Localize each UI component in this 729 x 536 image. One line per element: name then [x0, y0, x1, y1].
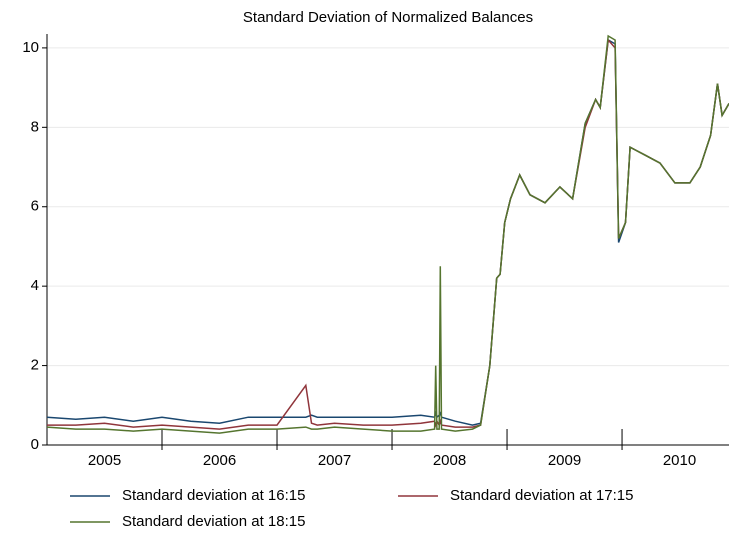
- y-tick-label: 6: [31, 198, 39, 215]
- y-tick-label: 4: [31, 277, 39, 294]
- x-tick-label: 2006: [203, 452, 236, 469]
- chart-title: Standard Deviation of Normalized Balance…: [243, 9, 533, 26]
- legend-label: Standard deviation at 18:15: [122, 513, 305, 530]
- x-tick-label: 2008: [433, 452, 466, 469]
- x-tick-label: 2005: [88, 452, 121, 469]
- line-series: [47, 38, 729, 430]
- legend-label: Standard deviation at 16:15: [122, 487, 305, 504]
- line-series: [46, 38, 729, 426]
- line-series: [46, 34, 729, 434]
- x-tick-label: 2007: [318, 452, 351, 469]
- legend-label: Standard deviation at 17:15: [450, 487, 633, 504]
- y-tick-label: 0: [31, 436, 39, 453]
- y-tick-label: 10: [22, 39, 39, 56]
- x-tick-label: 2009: [548, 452, 581, 469]
- y-tick-label: 8: [31, 118, 39, 135]
- y-tick-label: 2: [31, 357, 39, 374]
- x-tick-label: 2010: [663, 452, 696, 469]
